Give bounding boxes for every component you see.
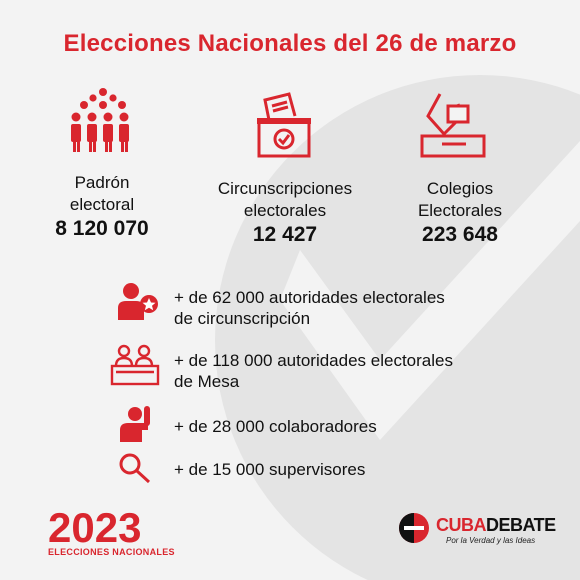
- hand-voting-icon: [420, 93, 486, 158]
- stat-label-line1: Circunscripciones: [217, 179, 353, 198]
- people-crowd-icon: [71, 88, 129, 152]
- item-line1: + de 28 000 colaboradores: [174, 417, 377, 436]
- table-officials-icon: [110, 344, 160, 386]
- stat-label-line2: electorales: [243, 201, 327, 220]
- stat-value: 8 120 070: [55, 217, 149, 240]
- stat-label-line1: Padrón: [74, 173, 130, 192]
- stat-value: 12 427: [252, 223, 318, 246]
- list-item: + de 118 000 autoridades electorales de …: [174, 350, 453, 392]
- logo-subtitle: ELECCIONES NACIONALES: [48, 547, 175, 557]
- stat-padron: Padrón electoral 8 120 070: [42, 172, 162, 240]
- brand-name-a: CUBA: [436, 515, 487, 535]
- item-line2: de circunscripción: [174, 309, 311, 328]
- item-line1: + de 62 000 autoridades electorales: [174, 288, 445, 307]
- page-title: Elecciones Nacionales del 26 de marzo: [63, 30, 517, 57]
- logo-year: 2023: [48, 506, 141, 546]
- raised-hand-person-icon: [120, 406, 150, 442]
- stat-circunscripciones: Circunscripciones electorales 12 427: [190, 178, 380, 246]
- list-item: + de 15 000 supervisores: [174, 459, 365, 480]
- cubadebate-logo-icon: [399, 513, 429, 543]
- item-line1: + de 15 000 supervisores: [174, 460, 366, 479]
- stat-label-line1: Colegios: [426, 179, 494, 198]
- brand-name-b: DEBATE: [486, 515, 556, 535]
- stat-colegios: Colegios Electorales 223 648: [390, 178, 530, 246]
- item-line1: + de 118 000 autoridades electorales: [174, 351, 453, 370]
- stat-label-line2: Electorales: [417, 201, 503, 220]
- stat-label-line2: electoral: [69, 195, 135, 214]
- magnifier-icon: [119, 453, 151, 484]
- stat-value: 223 648: [422, 223, 498, 246]
- item-line2: de Mesa: [174, 372, 240, 391]
- elecciones-2023-logo: 2023: [48, 506, 141, 546]
- ballot-box-icon: [257, 92, 311, 158]
- brand-name: CUBADEBATE: [436, 515, 556, 536]
- brand-tagline: Por la Verdad y las Ideas: [446, 536, 536, 545]
- person-badge-icon: [118, 283, 158, 320]
- list-item: + de 28 000 colaboradores: [174, 416, 377, 437]
- list-item: + de 62 000 autoridades electorales de c…: [174, 287, 445, 329]
